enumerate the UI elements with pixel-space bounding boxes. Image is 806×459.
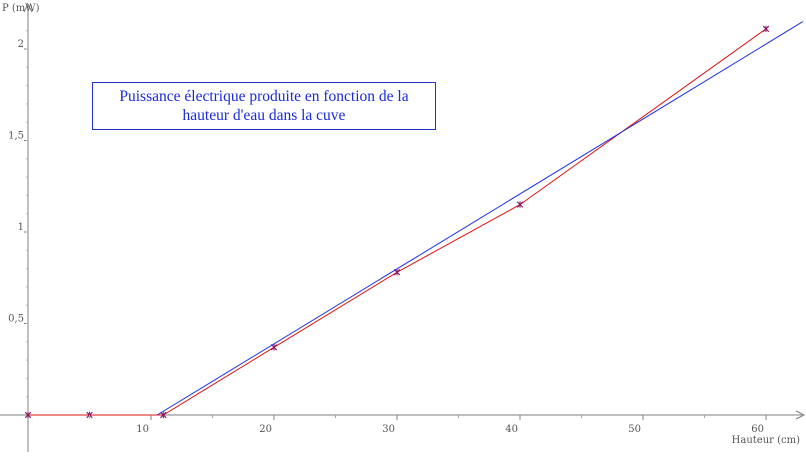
x-axis-label: Hauteur (cm) — [732, 435, 800, 446]
y-axis-label: P (mW) — [2, 3, 40, 14]
y-tick-label: 2 — [18, 39, 24, 50]
data-point — [516, 201, 524, 208]
x-axis-arrow — [795, 410, 806, 420]
x-tick-label: 50 — [628, 424, 641, 435]
chart-title: Puissance électrique produite en fonctio… — [92, 82, 436, 130]
y-tick-label: 1,5 — [8, 131, 24, 142]
x-tick-label: 20 — [259, 424, 272, 435]
ticks-layer: 10 20 30 40 50 60 0,5 1 1,5 2 — [8, 30, 767, 435]
data-point — [762, 25, 770, 33]
data-point — [24, 411, 32, 419]
x-tick-label: 10 — [136, 424, 149, 435]
fit-line — [156, 21, 804, 416]
chart-title-text: Puissance électrique produite en fonctio… — [119, 88, 409, 124]
x-tick-label: 40 — [505, 424, 518, 435]
x-tick-label: 60 — [751, 424, 764, 435]
y-tick-label: 0,5 — [8, 314, 24, 325]
data-point — [160, 411, 167, 419]
y-axis-arrow — [23, 2, 33, 13]
x-tick-label: 30 — [382, 424, 395, 435]
y-tick-label: 1 — [18, 222, 24, 233]
